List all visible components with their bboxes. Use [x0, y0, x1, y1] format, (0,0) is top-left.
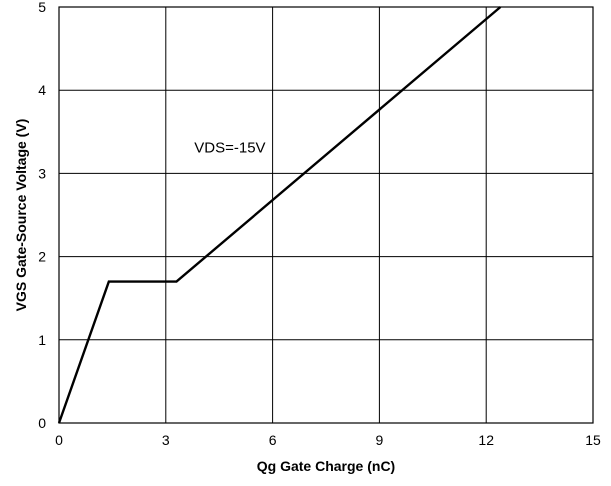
x-tick-label: 0	[55, 432, 63, 448]
x-tick-label: 15	[585, 432, 601, 448]
x-tick-label: 3	[162, 432, 170, 448]
curve-annotation: VDS=-15V	[194, 140, 265, 157]
x-tick-label: 9	[376, 432, 384, 448]
series-layer	[57, 6, 502, 424]
y-tick-labels: 0 1 2 3 4 5	[38, 0, 46, 431]
y-tick-label: 5	[38, 0, 46, 15]
x-tick-labels: 0 3 6 9 12 15	[55, 432, 601, 448]
y-tick-label: 4	[38, 82, 46, 98]
y-tick-label: 0	[38, 415, 46, 431]
x-axis-title: Qg Gate Charge (nC)	[257, 458, 395, 474]
y-tick-label: 2	[38, 249, 46, 265]
y-tick-label: 1	[38, 332, 46, 348]
y-tick-label: 3	[38, 165, 46, 181]
y-axis-title: VGS Gate-Source Voltage (V)	[13, 119, 29, 312]
annotations: VDS=-15V	[194, 140, 265, 157]
x-tick-label: 6	[269, 432, 277, 448]
plot-border	[58, 6, 594, 424]
series-line-0	[57, 6, 502, 424]
x-tick-label: 12	[478, 432, 494, 448]
grid	[59, 7, 593, 423]
plot-frame	[58, 6, 594, 424]
